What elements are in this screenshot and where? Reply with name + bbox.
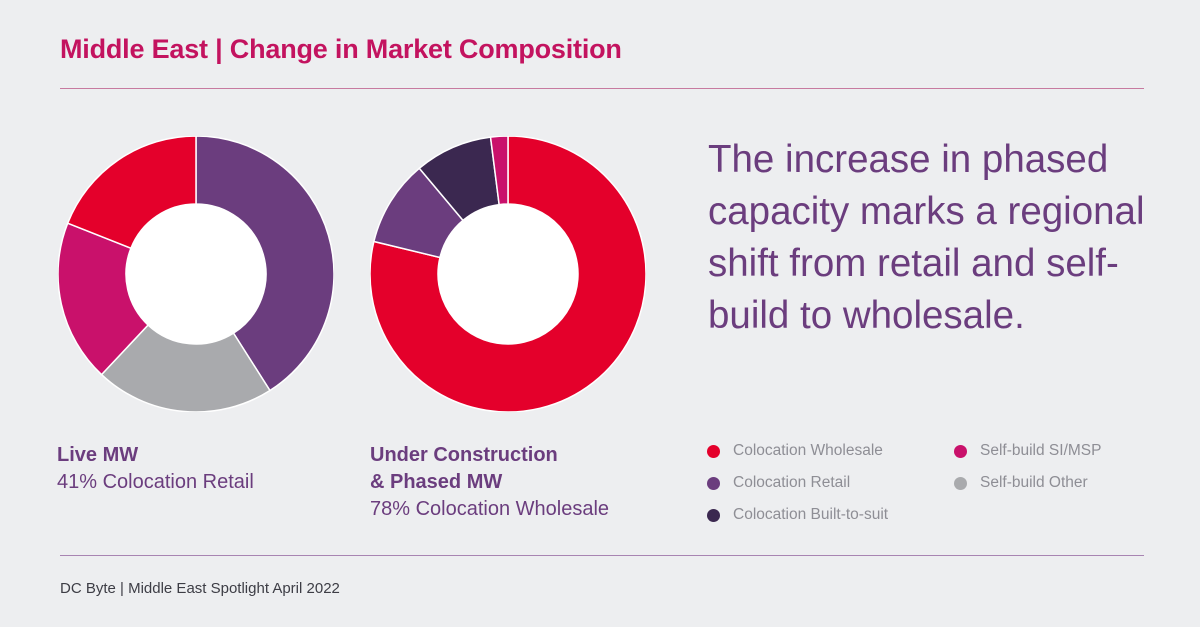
legend-label: Colocation Built-to-suit	[733, 506, 889, 523]
donut-slice-colocation-wholesale	[370, 136, 646, 412]
donut-center-hole	[126, 204, 266, 344]
legend-dot-icon	[707, 476, 720, 490]
under-construction-title-line-1: Under Construction	[370, 444, 558, 466]
footer-source: DC Byte | Middle East Spotlight April 20…	[60, 580, 340, 597]
headline-text: The increase in phased capacity marks a …	[708, 138, 1145, 337]
legend-label: Colocation Wholesale	[733, 442, 883, 459]
legend-dot-icon	[707, 508, 720, 522]
legend-item-colocation-retail: Colocation Retail	[707, 474, 850, 492]
footer-divider	[60, 555, 1144, 556]
legend-dot-icon	[954, 444, 967, 458]
donut-center-hole	[438, 204, 578, 344]
under-construction-donut-chart	[370, 136, 646, 412]
legend-item-self-build-other: Self-build Other	[954, 474, 1088, 492]
page-title: Middle East | Change in Market Compositi…	[60, 34, 622, 64]
legend-label: Self-build Other	[980, 474, 1088, 491]
live-mw-title: Live MW	[57, 444, 139, 466]
under-construction-title-line-2: & Phased MW	[370, 471, 503, 493]
legend-label: Colocation Retail	[733, 474, 851, 491]
legend-dot-icon	[954, 476, 967, 490]
legend-item-self-build-si-msp: Self-build SI/MSP	[954, 442, 1101, 460]
live-mw-donut-chart	[58, 136, 334, 412]
title-divider	[60, 88, 1144, 89]
legend-item-colocation-wholesale: Colocation Wholesale	[707, 442, 883, 460]
legend-label: Self-build SI/MSP	[980, 442, 1102, 459]
under-construction-subtitle: 78% Colocation Wholesale	[370, 498, 610, 520]
under-construction-caption: Under Construction & Phased MW 78% Coloc…	[370, 442, 609, 523]
live-mw-caption: Live MW 41% Colocation Retail	[57, 442, 254, 496]
live-mw-subtitle: 41% Colocation Retail	[57, 471, 254, 493]
legend-item-colocation-built-to-suit: Colocation Built-to-suit	[707, 506, 888, 524]
legend-dot-icon	[707, 444, 720, 458]
